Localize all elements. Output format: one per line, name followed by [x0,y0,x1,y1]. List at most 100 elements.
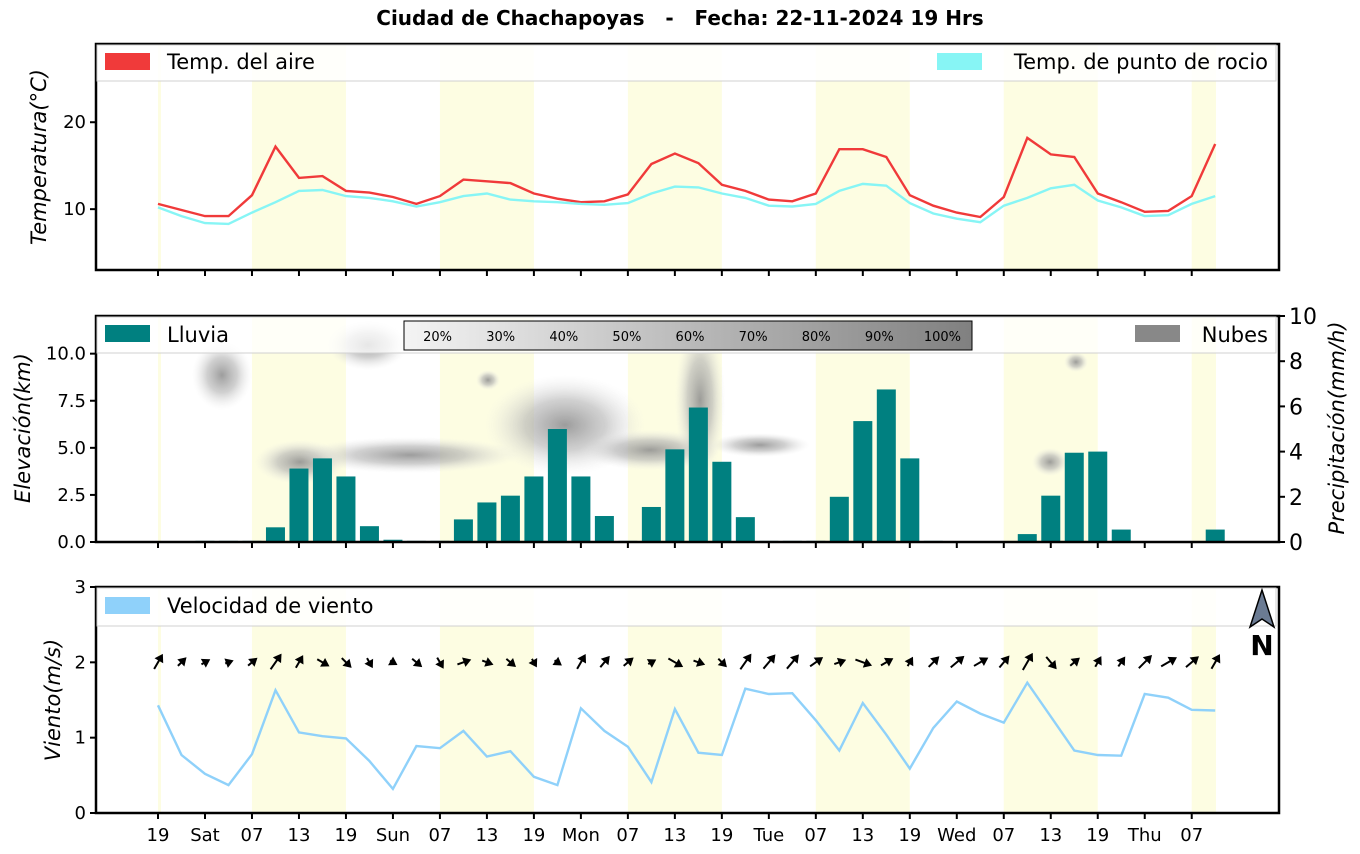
wind-arrow [998,655,1010,669]
wind-arrow [1185,656,1199,668]
air-temperature-line [157,136,1217,219]
wind-arrow [762,654,776,670]
y-tick-label: 7.5 [57,391,86,412]
rain-bar [1205,529,1225,542]
rain-bar [735,517,755,542]
wind-arrow [435,657,444,669]
colorbar-label: 100% [924,330,961,345]
x-tick-label: 13 [475,825,498,846]
x-tick-label: 13 [663,825,686,846]
rain-bar [477,502,497,542]
day-band [439,44,534,270]
rain-bar [641,506,661,542]
y-tick-label: 10.0 [46,344,86,365]
rain-bar [665,449,685,542]
day-band [815,44,910,270]
y2-tick-label: 0 [1289,531,1303,556]
day-band [158,316,161,542]
cloud-patch [476,370,500,390]
y-tick-label: 3 [75,577,86,598]
wind-arrow [809,657,824,668]
precipitation-x-ticks [157,542,1193,548]
temperature-x-ticks [157,270,1193,276]
wind-arrow [247,657,258,667]
wind-x-ticks [157,813,1193,819]
temperature-y-label: Temperatura(°C) [27,69,51,245]
x-tick-label: Mon [562,825,600,846]
wind-arrow [717,658,727,668]
legend-label-air-temperature: Temp. del aire [166,50,315,74]
temperature-panel: 10 20 Temperatura(°C) Temp. del aire Temp… [27,42,1281,276]
legend-box [96,587,1277,627]
x-tick-label: 19 [710,825,733,846]
day-band [158,44,161,270]
rain-bar [688,407,708,542]
wind-arrow [973,657,989,667]
legend-swatch-air-temperature [105,53,150,70]
colorbar-label: 50% [612,330,641,345]
cloud-patch [1064,352,1088,372]
y-tick-label: 0 [75,803,86,824]
cloud-patch [300,437,520,473]
wind-arrow [316,658,330,667]
rain-bar [547,429,567,542]
rain-bar [571,476,591,542]
x-tick-label: Sun [376,825,410,846]
rain-bar [289,468,309,542]
wind-direction-arrows [153,652,1221,671]
wind-arrow [481,657,494,667]
y2-tick-label: 8 [1289,350,1303,375]
temperature-y-ticks: 10 20 [63,112,96,220]
cloud-patch [1032,448,1068,476]
x-tick-label: 07 [241,825,264,846]
wind-y-label: Viento(m/s) [41,639,65,761]
wind-axes-frame [94,585,1281,815]
rain-bar [1111,529,1131,542]
x-tick-label: 19 [1086,825,1109,846]
precipitation-y-ticks: 0 2 4 6 8 10 [1279,305,1317,556]
wind-arrow [341,657,352,668]
wind-arrow [646,659,657,668]
colorbar-gradient [403,320,973,351]
day-band [1191,44,1216,270]
x-tick-label: 13 [1039,825,1062,846]
x-tick-label: 07 [1180,825,1203,846]
x-tick-label: 19 [147,825,170,846]
wind-panel: 0 1 2 3 Viento(m/s) Velocidad de viento N [41,577,1281,824]
precipitation-panel: 0.0 2.5 5.0 7.5 10.0 0 2 4 6 8 10 Elevación(km) P… [11,305,1349,556]
wind-arrow [833,657,847,668]
x-tick-label: 19 [334,825,357,846]
wind-y-ticks: 0 1 2 3 [75,577,96,824]
rain-bar [453,519,473,542]
wind-legend: Velocidad de viento [96,587,1277,627]
rain-bar [1064,452,1084,542]
colorbar-label: 20% [423,330,452,345]
cloud-colorbar: 20% 30% 40% 50% 60% 70% 80% 90% 100% [403,320,973,351]
cloud-patch [192,340,252,410]
y-tick-label: 1 [75,728,86,749]
rain-bar [265,527,285,542]
day-band [627,44,722,270]
wind-arrow [1069,657,1080,667]
rain-bar [524,476,544,542]
rain-bar [359,526,379,542]
wind-arrow [904,656,914,667]
rain-bar [829,496,849,542]
colorbar-labels: 20% 30% 40% 50% 60% 70% 80% 90% 100% [423,330,961,345]
wind-arrow [294,655,304,669]
wind-arrow [364,657,374,669]
legend-swatch-rain [105,325,150,342]
y-tick-label: 2.5 [57,485,86,506]
colorbar-label: 40% [549,330,578,345]
x-tick-label: 07 [992,825,1015,846]
x-tick-label: 07 [616,825,639,846]
x-tick-label: 07 [428,825,451,846]
day-band [1191,316,1216,542]
y-tick-label: 2 [75,652,86,673]
colorbar-label: 70% [739,330,768,345]
wind-arrow [855,658,873,668]
rain-bar [1088,451,1108,542]
y2-tick-label: 6 [1289,395,1303,420]
rain-bar [853,421,873,542]
